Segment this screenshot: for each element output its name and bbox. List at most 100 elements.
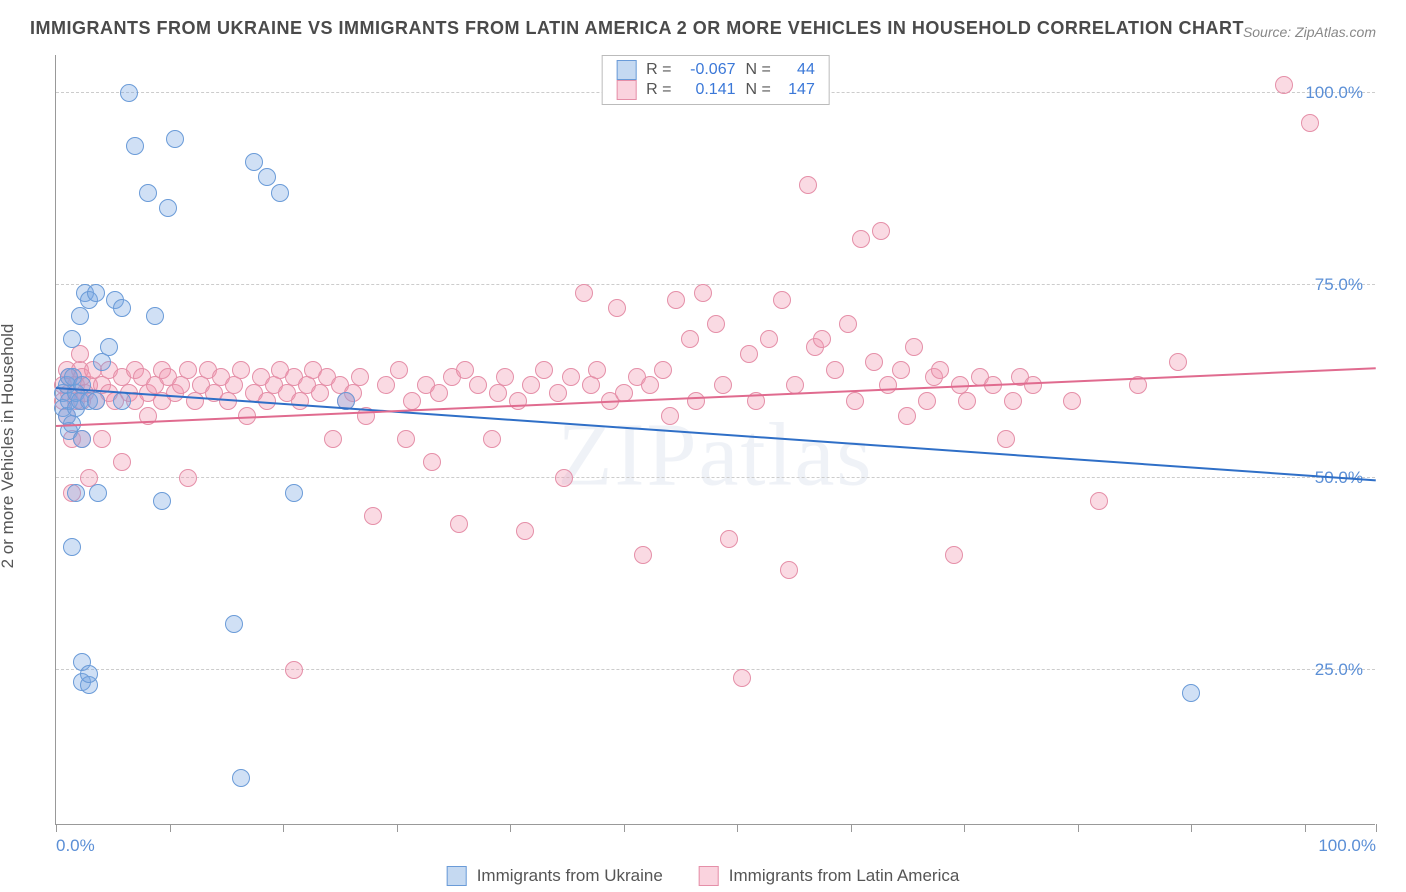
scatter-point-series-2 <box>865 353 883 371</box>
scatter-point-series-2 <box>225 376 243 394</box>
scatter-point-series-2 <box>634 546 652 564</box>
scatter-point-series-2 <box>516 522 534 540</box>
scatter-point-series-1 <box>225 615 243 633</box>
y-tick-label: 25.0% <box>1315 660 1363 680</box>
scatter-point-series-2 <box>707 315 725 333</box>
scatter-point-series-2 <box>71 345 89 363</box>
grid-line <box>56 284 1375 285</box>
y-axis-title: 2 or more Vehicles in Household <box>0 324 18 569</box>
scatter-point-series-2 <box>931 361 949 379</box>
scatter-point-series-2 <box>291 392 309 410</box>
scatter-point-series-2 <box>1004 392 1022 410</box>
scatter-point-series-1 <box>87 284 105 302</box>
scatter-point-series-2 <box>285 661 303 679</box>
scatter-point-series-1 <box>71 307 89 325</box>
r-label-1: R = <box>646 61 671 79</box>
scatter-point-series-2 <box>1169 353 1187 371</box>
scatter-point-series-2 <box>918 392 936 410</box>
scatter-point-series-2 <box>456 361 474 379</box>
scatter-point-series-2 <box>535 361 553 379</box>
scatter-point-series-2 <box>93 430 111 448</box>
scatter-point-series-2 <box>799 176 817 194</box>
scatter-point-series-2 <box>351 368 369 386</box>
watermark: ZIPatlas <box>558 403 874 506</box>
scatter-point-series-2 <box>423 453 441 471</box>
scatter-point-series-2 <box>773 291 791 309</box>
x-tick <box>56 824 57 832</box>
scatter-point-series-2 <box>641 376 659 394</box>
scatter-point-series-2 <box>1063 392 1081 410</box>
scatter-point-series-2 <box>403 392 421 410</box>
scatter-point-series-2 <box>469 376 487 394</box>
scatter-point-series-1 <box>258 168 276 186</box>
scatter-point-series-2 <box>549 384 567 402</box>
scatter-point-series-1 <box>232 769 250 787</box>
scatter-point-series-2 <box>892 361 910 379</box>
plot-area: ZIPatlas 25.0%50.0%75.0%100.0%0.0%100.0%… <box>55 55 1375 825</box>
scatter-point-series-2 <box>681 330 699 348</box>
scatter-point-series-2 <box>582 376 600 394</box>
scatter-point-series-1 <box>89 484 107 502</box>
trend-line-series-1 <box>56 387 1376 481</box>
scatter-point-series-2 <box>720 530 738 548</box>
y-tick-label: 100.0% <box>1305 83 1363 103</box>
scatter-point-series-2 <box>489 384 507 402</box>
scatter-point-series-1 <box>113 392 131 410</box>
bottom-legend: Immigrants from Ukraine Immigrants from … <box>447 866 960 886</box>
scatter-point-series-2 <box>760 330 778 348</box>
scatter-point-series-2 <box>232 361 250 379</box>
scatter-point-series-2 <box>813 330 831 348</box>
swatch-series-2 <box>616 80 636 100</box>
scatter-point-series-1 <box>100 338 118 356</box>
scatter-point-series-1 <box>63 330 81 348</box>
scatter-point-series-2 <box>694 284 712 302</box>
x-tick <box>851 824 852 832</box>
source-attribution: Source: ZipAtlas.com <box>1243 24 1376 40</box>
scatter-point-series-2 <box>879 376 897 394</box>
legend-swatch-2 <box>699 866 719 886</box>
scatter-point-series-1 <box>139 184 157 202</box>
scatter-point-series-1 <box>73 430 91 448</box>
r-value-2: 0.141 <box>682 81 736 99</box>
legend-swatch-1 <box>447 866 467 886</box>
scatter-point-series-2 <box>496 368 514 386</box>
scatter-point-series-2 <box>113 453 131 471</box>
x-tick <box>1376 824 1377 832</box>
y-tick-label: 75.0% <box>1315 275 1363 295</box>
scatter-point-series-2 <box>377 376 395 394</box>
x-tick-label: 100.0% <box>1318 836 1376 856</box>
x-tick <box>1305 824 1306 832</box>
x-tick <box>737 824 738 832</box>
scatter-point-series-2 <box>397 430 415 448</box>
scatter-point-series-2 <box>179 469 197 487</box>
scatter-point-series-2 <box>997 430 1015 448</box>
scatter-point-series-1 <box>87 392 105 410</box>
scatter-point-series-2 <box>1301 114 1319 132</box>
scatter-point-series-2 <box>958 392 976 410</box>
scatter-point-series-1 <box>113 299 131 317</box>
scatter-point-series-2 <box>945 546 963 564</box>
scatter-point-series-2 <box>740 345 758 363</box>
x-tick <box>1191 824 1192 832</box>
scatter-point-series-2 <box>852 230 870 248</box>
scatter-point-series-2 <box>483 430 501 448</box>
scatter-point-series-2 <box>872 222 890 240</box>
legend-label-2: Immigrants from Latin America <box>729 866 960 886</box>
scatter-point-series-2 <box>364 507 382 525</box>
scatter-point-series-1 <box>153 492 171 510</box>
scatter-point-series-2 <box>839 315 857 333</box>
scatter-point-series-1 <box>80 665 98 683</box>
scatter-point-series-1 <box>93 353 111 371</box>
scatter-point-series-2 <box>714 376 732 394</box>
x-tick <box>170 824 171 832</box>
r-label-2: R = <box>646 81 671 99</box>
scatter-point-series-1 <box>271 184 289 202</box>
scatter-point-series-1 <box>159 199 177 217</box>
scatter-point-series-2 <box>588 361 606 379</box>
scatter-point-series-2 <box>1024 376 1042 394</box>
grid-line <box>56 669 1375 670</box>
legend-item-2: Immigrants from Latin America <box>699 866 960 886</box>
scatter-point-series-2 <box>324 430 342 448</box>
scatter-point-series-1 <box>120 84 138 102</box>
scatter-point-series-2 <box>562 368 580 386</box>
